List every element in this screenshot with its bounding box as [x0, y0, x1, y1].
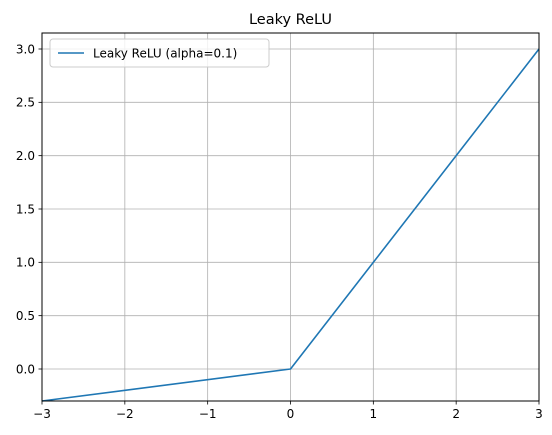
- axis-ticks: −3 −2 −1 0 1 2 3 0.0 0.5 1.0 1.5 2.0 2.5 3.0: [16, 42, 543, 421]
- legend: Leaky ReLU (alpha=0.1): [49, 38, 270, 68]
- series-line: [41, 48, 540, 402]
- y-tick-label: 1.0: [16, 256, 35, 270]
- y-tick-label: 0.5: [16, 309, 35, 323]
- x-tick-label: 2: [452, 407, 460, 421]
- x-tick-label: −2: [116, 407, 134, 421]
- y-tick-label: 3.0: [16, 42, 35, 56]
- chart-title: Leaky ReLU: [249, 12, 332, 28]
- x-tick-label: 1: [370, 407, 378, 421]
- y-tick-label: 0.0: [16, 362, 35, 376]
- y-tick-label: 2.5: [16, 96, 35, 110]
- legend-label: Leaky ReLU (alpha=0.1): [93, 47, 237, 61]
- x-tick-label: −1: [199, 407, 217, 421]
- series-lines: [41, 48, 540, 402]
- y-tick-label: 2.0: [16, 149, 35, 163]
- x-tick-label: −3: [33, 407, 51, 421]
- x-tick-label: 3: [535, 407, 543, 421]
- grid: [41, 33, 540, 401]
- y-tick-label: 1.5: [16, 202, 35, 216]
- x-tick-label: 0: [287, 407, 295, 421]
- legend-box: [49, 38, 270, 68]
